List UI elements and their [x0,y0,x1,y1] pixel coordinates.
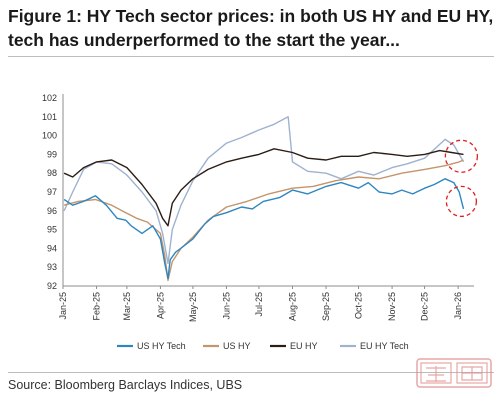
y-tick-label: 101 [42,112,57,122]
series-line-eu-hy-tech [63,116,465,265]
x-tick-label: Feb-25 [92,292,102,321]
legend-label: EU HY [290,341,318,351]
legend-label: US HY [223,341,251,351]
chart-legend: US HY Tech US HY EU HY EU HY Tech [117,341,409,351]
y-tick-label: 92 [47,281,57,291]
y-tick-label: 97 [47,187,57,197]
x-tick-label: Jun-25 [221,292,231,320]
x-tick-label: Mar-25 [122,292,132,321]
legend-label: EU HY Tech [360,341,409,351]
watermark-seal [416,358,492,388]
figure-title: Figure 1: HY Tech sector prices: in both… [8,6,494,50]
x-tick-label: Aug-25 [287,292,297,321]
x-tick-label: Apr-25 [155,292,165,319]
x-tick-label: Jan-26 [453,292,463,320]
y-tick-label: 100 [42,131,57,141]
y-tick-label: 99 [47,149,57,159]
x-tick-label: Jan-25 [58,292,68,320]
title-divider [8,56,494,57]
legend-label: US HY Tech [137,341,186,351]
y-tick-label: 93 [47,262,57,272]
axis-layer: 92 93 94 95 96 97 98 99 100 101 102 Jan-25 Feb-25 Mar… [42,93,474,322]
y-tick-label: 95 [47,225,57,235]
x-tick-label: Dec-25 [420,292,430,321]
y-tick-label: 98 [47,168,57,178]
series-line-us-hy-tech [63,178,465,280]
y-tick-label: 96 [47,206,57,216]
highlight-layer [444,139,479,218]
y-tick-label: 102 [42,93,57,103]
highlight-circle-eu-hy [444,139,479,173]
x-tick-label: Nov-25 [387,292,397,321]
y-tick-label: 94 [47,243,57,253]
series-line-eu-hy [63,148,464,227]
x-tick-label: Sep-25 [321,292,331,321]
x-tick-label: May-25 [188,292,198,322]
x-tick-label: Oct-25 [354,292,364,319]
source-divider [8,372,494,373]
highlight-circle-us-hy-tech [445,185,478,218]
figure-source: Source: Bloomberg Barclays Indices, UBS [8,378,243,392]
x-tick-label: Jul-25 [254,292,264,317]
series-layer [63,116,465,282]
